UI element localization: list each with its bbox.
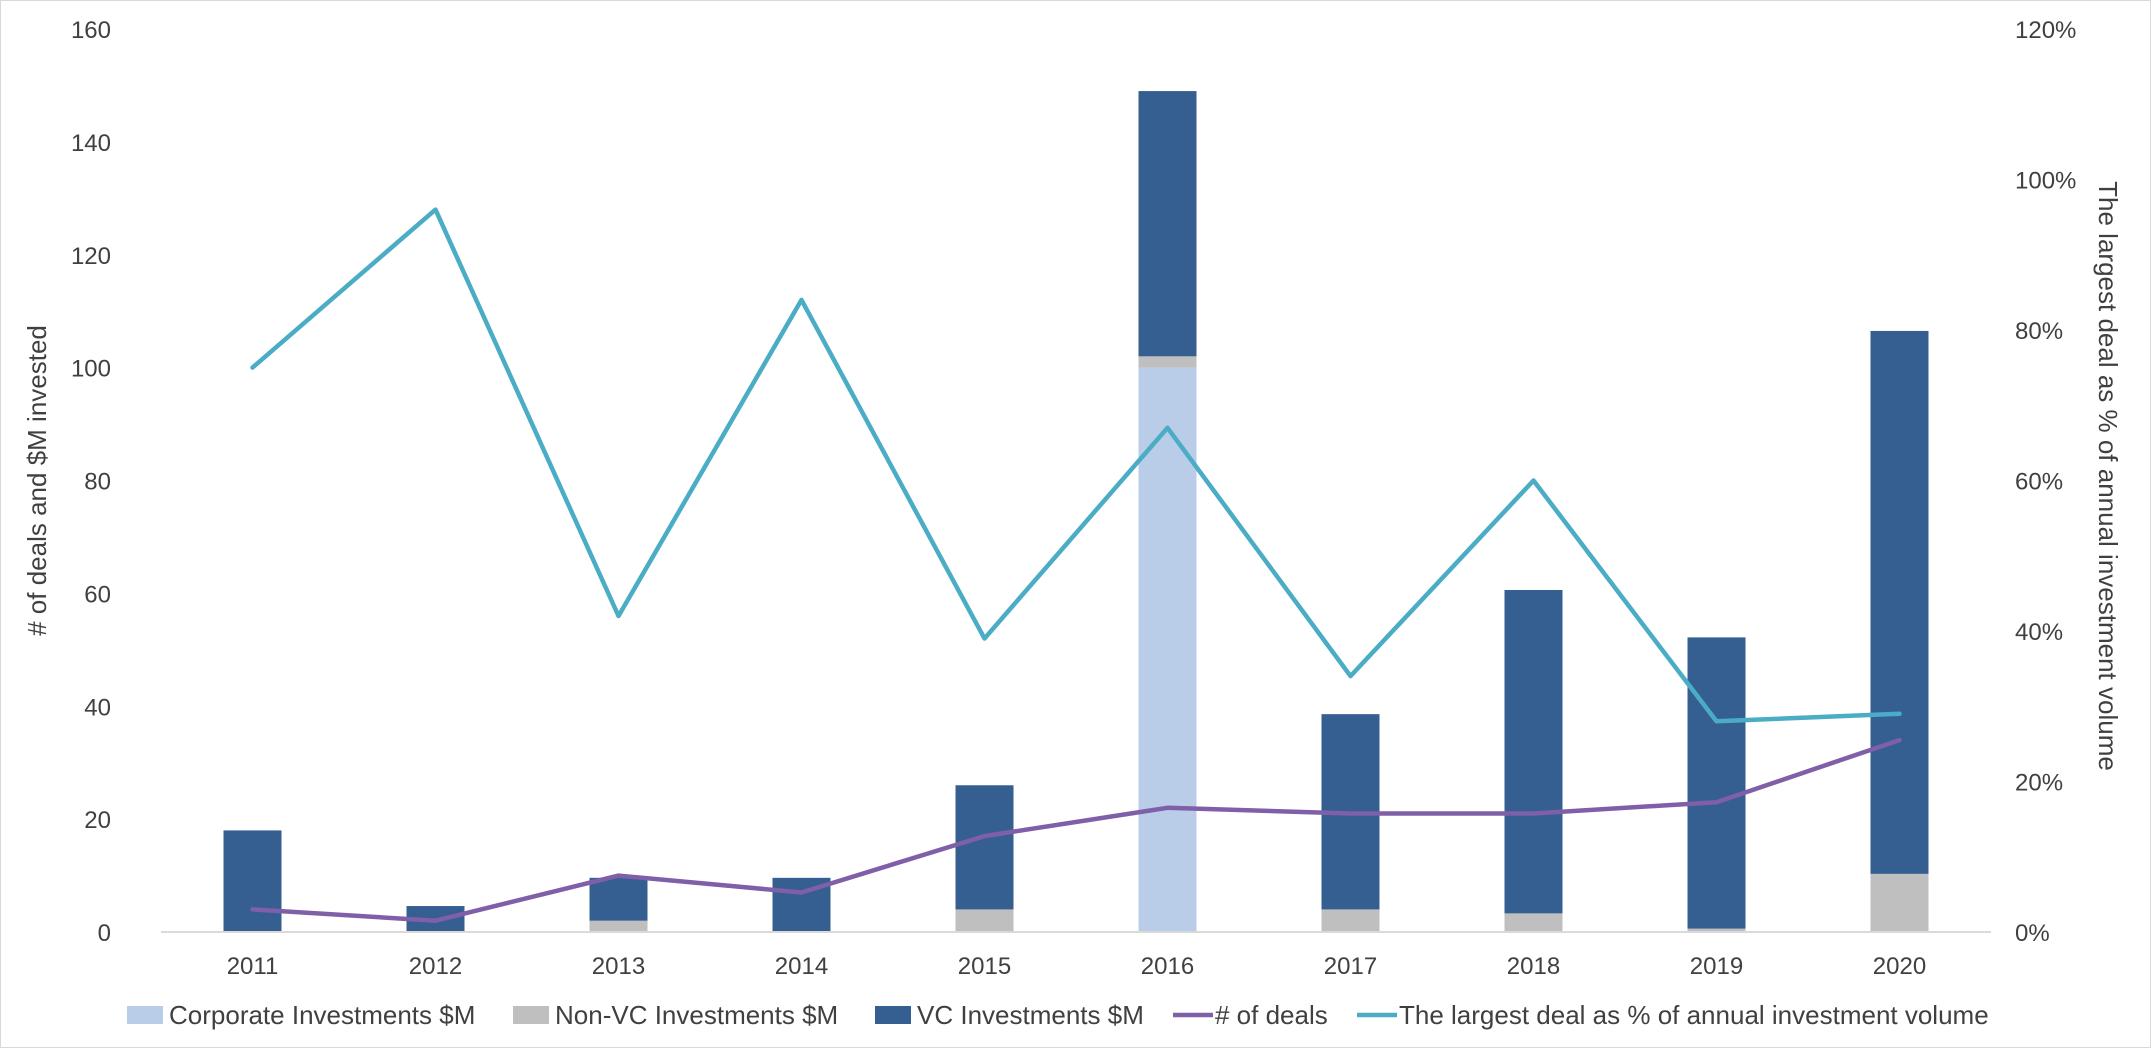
legend-label-non-vc-investments-m: Non-VC Investments $M [555,1000,838,1030]
y-tick-label: 120 [71,243,111,270]
left-axis-title: # of deals and $M invested [22,325,52,636]
bar-series [223,91,1929,932]
bar-non-vc-investments-m-2019 [1687,928,1746,932]
x-axis-ticks: 2011 2012 2013 2014 2015 2016 2017 2018 2019 2020 [227,953,1927,980]
bar-non-vc-investments-m-2017 [1321,909,1380,932]
legend-swatch-non-vc-investments-m [513,1006,549,1024]
x-tick-label: 2016 [1141,953,1194,980]
y-tick-label: 20 [84,807,111,834]
x-tick-label: 2019 [1690,953,1743,980]
y-tick-label: 100 [71,356,111,383]
bar-non-vc-investments-m-2018 [1504,913,1563,932]
y2-tick-label: 100% [2015,168,2076,195]
right-axis-ticks: 0% 20% 40% 60% 80% 100% 120% [2015,17,2076,947]
line-the-largest-deal-as-of-annual-investment-volume [250,207,1902,724]
line--of-deals [250,737,1902,923]
bar-vc-investments-m-2013 [589,877,648,921]
legend-label-the-largest-deal-as-of-annual-investment-volume: The largest deal as % of annual investme… [1399,1000,1989,1030]
x-tick-label: 2015 [958,953,1011,980]
bar-non-vc-investments-m-2020 [1870,873,1929,932]
bar-non-vc-investments-m-2015 [955,909,1014,932]
legend: Corporate Investments $M Non-VC Investmen… [127,1000,1989,1030]
left-axis-ticks: 0 20 40 60 80 100 120 140 160 [71,17,111,947]
y-tick-label: 0 [98,920,111,947]
y2-tick-label: 120% [2015,17,2076,44]
x-tick-label: 2013 [592,953,645,980]
y-tick-label: 80 [84,469,111,496]
bar-vc-investments-m-2016 [1138,91,1197,357]
legend-swatch-corporate-investments-m [127,1006,163,1024]
y-tick-label: 60 [84,581,111,608]
y-tick-label: 40 [84,694,111,721]
y2-tick-label: 40% [2015,619,2063,646]
bar-vc-investments-m-2019 [1687,637,1746,929]
legend-label--of-deals: # of deals [1215,1000,1328,1030]
x-tick-label: 2017 [1324,953,1377,980]
x-tick-label: 2018 [1507,953,1560,980]
right-axis-title: The largest deal as % of annual investme… [2093,181,2123,771]
bar-vc-investments-m-2015 [955,785,1014,910]
x-tick-label: 2014 [775,953,828,980]
bar-corporate-investments-m-2016 [1138,367,1197,932]
bar-vc-investments-m-2011 [223,830,282,932]
x-tick-label: 2020 [1873,953,1926,980]
legend-swatch-vc-investments-m [875,1006,911,1024]
legend-label-corporate-investments-m: Corporate Investments $M [169,1000,475,1030]
y-tick-label: 160 [71,17,111,44]
y2-tick-label: 80% [2015,318,2063,345]
bar-vc-investments-m-2018 [1504,589,1563,914]
y2-tick-label: 0% [2015,920,2050,947]
bar-non-vc-investments-m-2013 [589,920,648,932]
bar-vc-investments-m-2020 [1870,330,1929,874]
y2-tick-label: 20% [2015,770,2063,797]
x-tick-label: 2011 [227,953,279,980]
x-tick-label: 2012 [409,953,462,980]
y2-tick-label: 60% [2015,469,2063,496]
y-tick-label: 140 [71,130,111,157]
legend-label-vc-investments-m: VC Investments $M [917,1000,1144,1030]
bar-non-vc-investments-m-2016 [1138,356,1197,368]
line-series [250,207,1902,923]
